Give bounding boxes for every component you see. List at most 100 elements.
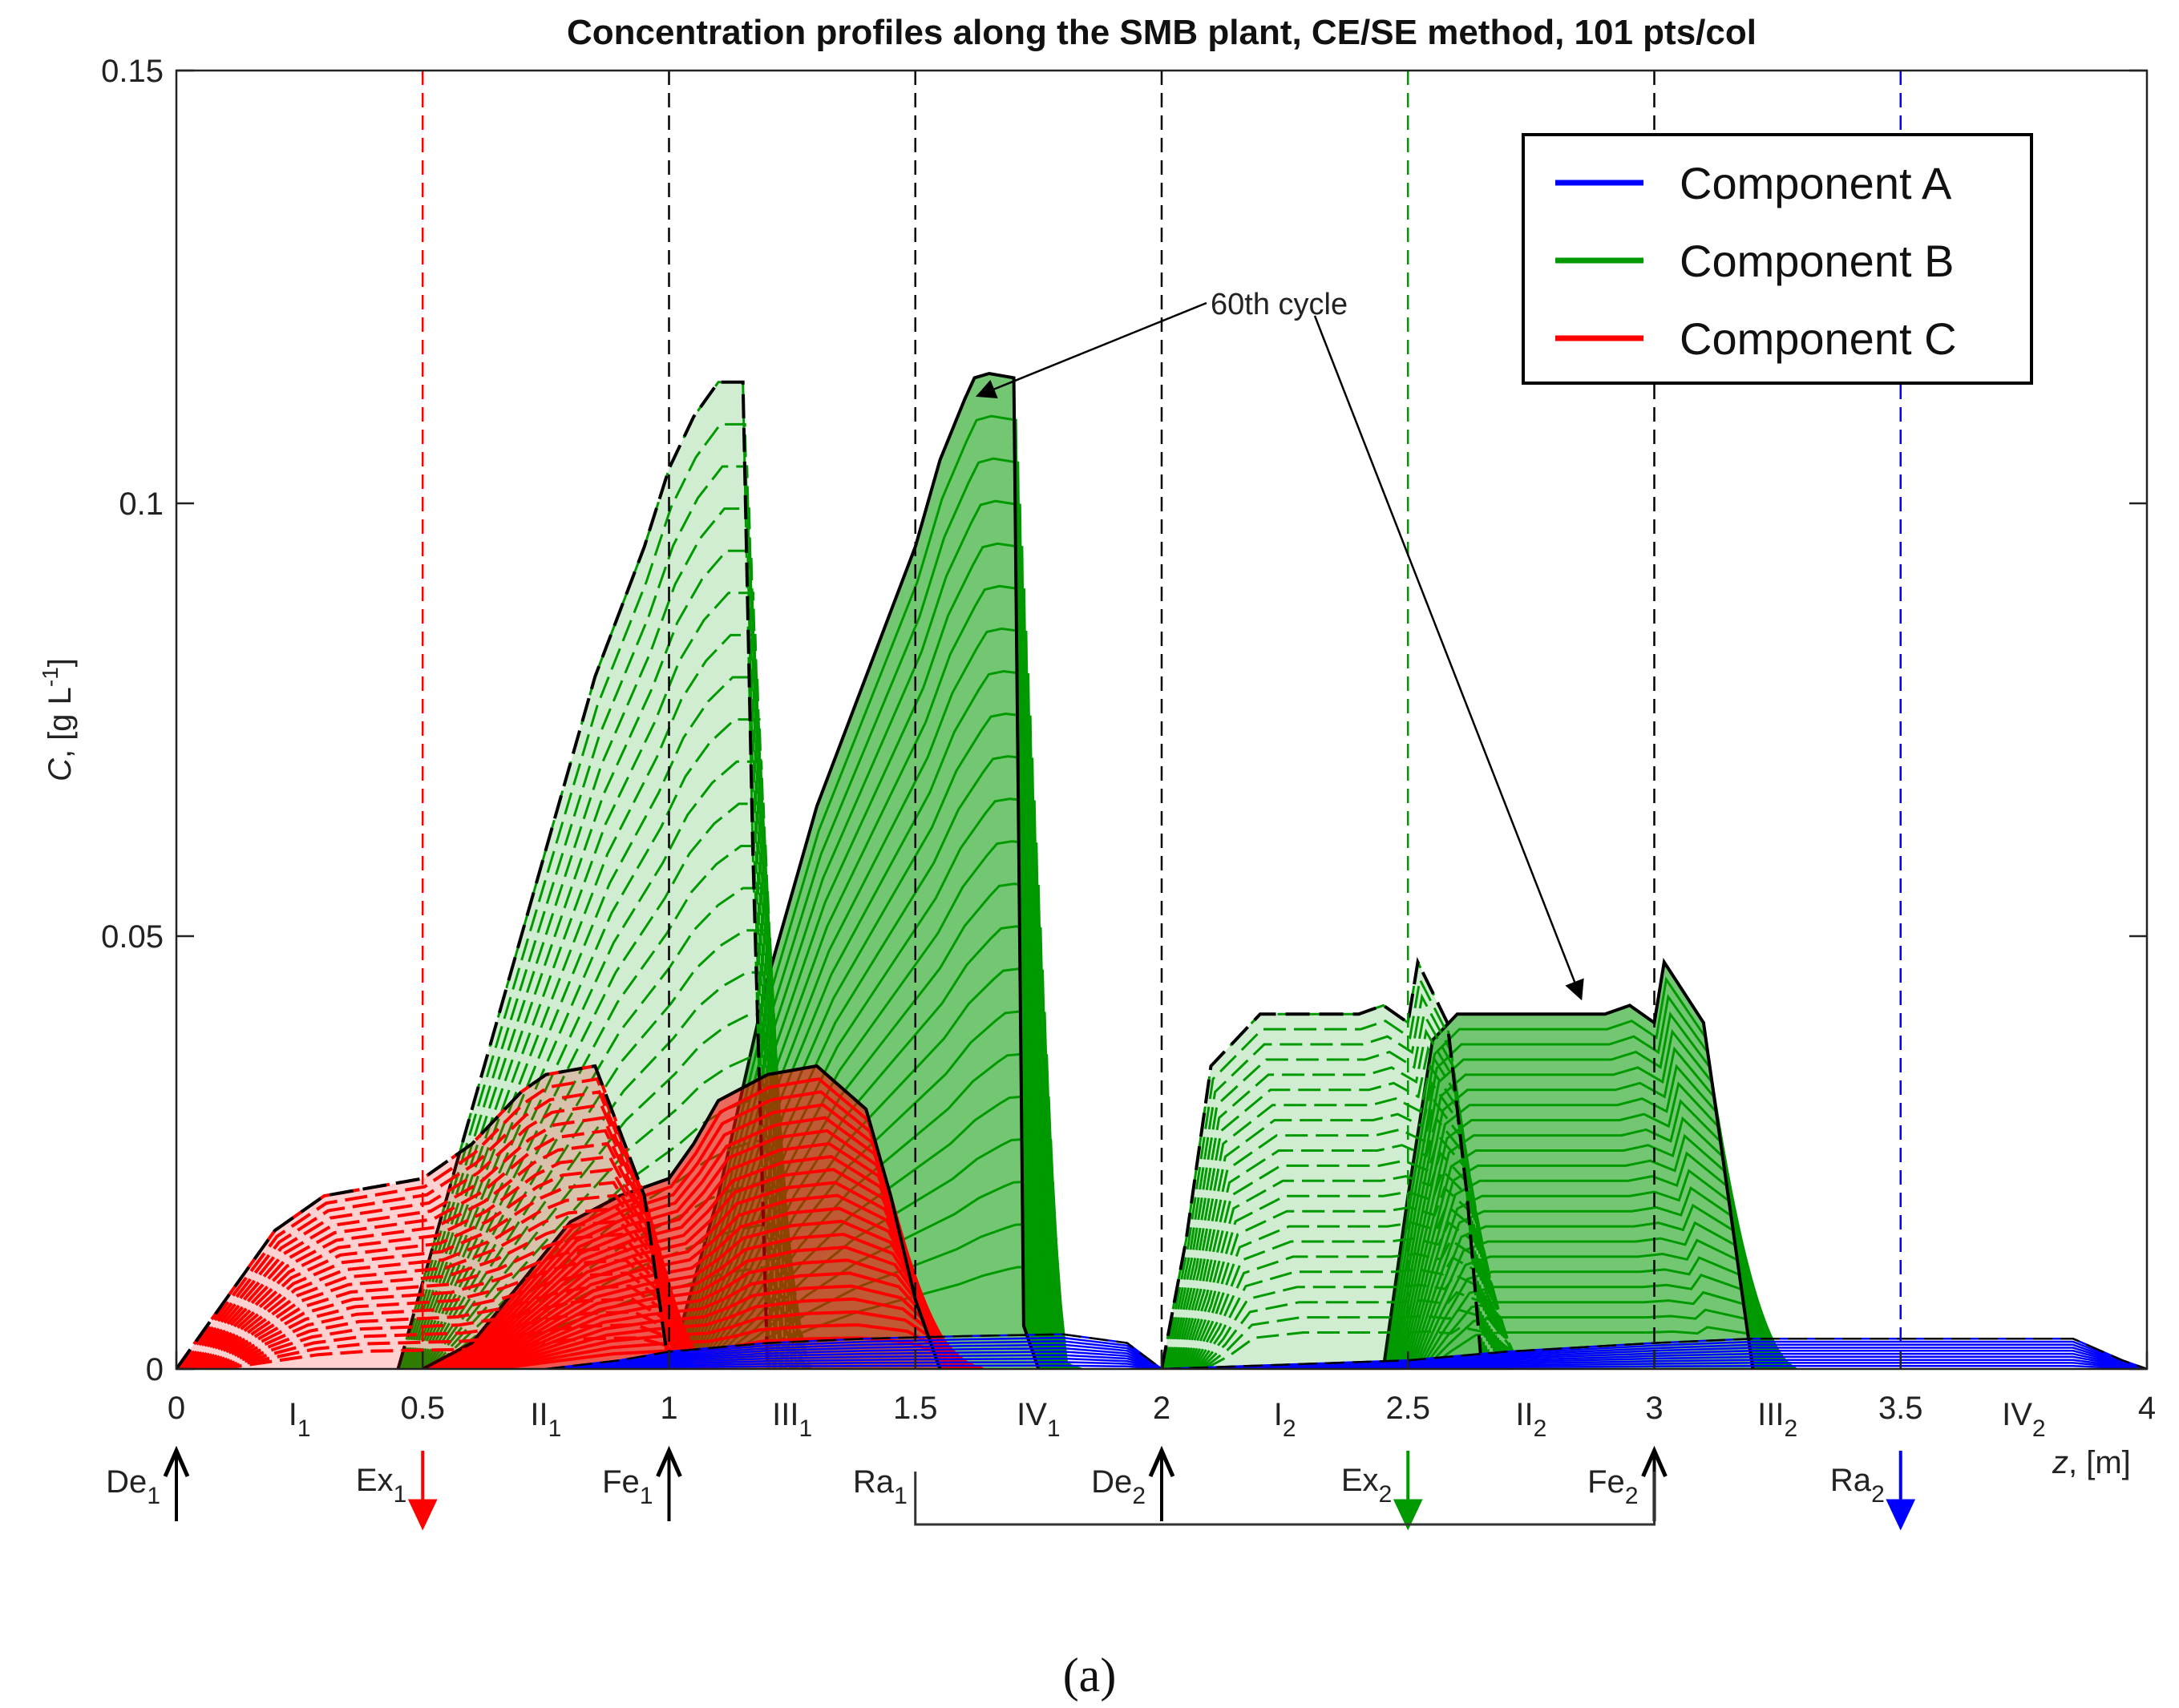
x-tick-label: 2.5: [1385, 1391, 1430, 1426]
history-curve: [210, 1284, 705, 1369]
legend-item-c: Component C: [1555, 313, 1957, 364]
zone-label: III1: [772, 1397, 812, 1442]
history-curve: [206, 1258, 701, 1369]
history-curve: [401, 465, 773, 1369]
history-curve: [204, 1246, 700, 1369]
x-tick-label: 4: [2138, 1391, 2156, 1426]
port-label: Ra2: [1830, 1463, 1885, 1508]
y-axis-label-unit: , [g L: [42, 687, 78, 758]
port-label: Ra1: [853, 1464, 908, 1509]
x-tick-label: 1: [660, 1391, 677, 1426]
legend-item-b: Component B: [1555, 236, 1954, 286]
port-label: Fe2: [1587, 1464, 1638, 1509]
history-outline: [176, 1064, 671, 1369]
history-curve: [176, 1076, 673, 1369]
zone-label: II2: [1515, 1397, 1546, 1442]
port-de1: De1: [106, 1445, 190, 1521]
history-curve: [179, 1090, 675, 1369]
y-axis-label-exponent: -1: [38, 667, 63, 687]
zone-label: II1: [530, 1397, 561, 1442]
zone-label: III2: [1757, 1397, 1797, 1442]
port-ex2: Ex2: [1341, 1451, 1423, 1531]
annotation-arrow: [1313, 315, 1584, 1001]
x-tick-label: 0.5: [400, 1391, 445, 1426]
panel-label: (a): [1063, 1649, 1117, 1702]
history-curve: [215, 1310, 709, 1369]
port-ra1: Ra1: [853, 1464, 908, 1509]
history-curve: [208, 1271, 704, 1369]
history-curve: [193, 1181, 689, 1369]
history-curve: [196, 1193, 692, 1369]
history-curve: [1195, 1256, 1518, 1369]
history-curve: [1166, 1011, 1490, 1369]
history-curve: [1181, 1133, 1504, 1369]
legend-item-a: Component A: [1555, 158, 1952, 208]
port-label: Ex2: [1341, 1463, 1392, 1508]
zone-labels: I1 II1 III1 IV1 I2 II2 III2 IV2: [289, 1397, 2046, 1442]
y-tick-label: 0.15: [101, 54, 164, 89]
port-markers: De1 Ex1 Fe1 Ra1 De2 Ex2 Fe2 Ra2: [106, 1445, 1916, 1531]
zone-label: IV1: [1017, 1397, 1060, 1442]
arrow-head: [163, 1445, 190, 1478]
history-curve: [405, 549, 778, 1369]
port-label: Fe1: [602, 1464, 653, 1509]
history-envelope-fill: [1162, 962, 1482, 1369]
arrow-head: [656, 1445, 682, 1478]
history-b-cycle2-left: [1160, 956, 1526, 1369]
history-curve: [181, 1103, 677, 1369]
arrow-head: [1641, 1445, 1668, 1478]
history-curve: [189, 1154, 685, 1369]
x-tick-label: 1.5: [893, 1391, 938, 1426]
y-axis-label-close: ]: [42, 658, 78, 667]
arrow-head: [407, 1499, 438, 1531]
series-component-a: [545, 1333, 2147, 1369]
history-curve: [202, 1232, 697, 1369]
y-axis-ticks: 0 0.05 0.1 0.15: [101, 54, 2147, 1387]
history-outline: [1381, 957, 1755, 1369]
port-label: De1: [106, 1464, 160, 1509]
x-axis-ticks: 0 0.5 1 1.5 2 2.5 3 3.5 4: [168, 1351, 2156, 1426]
history-curve: [402, 507, 775, 1369]
x-tick-label: 2: [1153, 1391, 1170, 1426]
x-tick-label: 0: [168, 1391, 185, 1426]
history-curve: [219, 1336, 714, 1369]
x-axis-label-unit: , [m]: [2068, 1445, 2131, 1480]
y-tick-label: 0.1: [119, 487, 164, 522]
y-axis-label: C, [g L-1]: [38, 658, 78, 781]
zone-label: I1: [289, 1397, 311, 1442]
history-curve: [397, 381, 769, 1369]
legend: Component A Component B Component C: [1522, 133, 2033, 385]
port-ra2: Ra2: [1830, 1451, 1916, 1531]
arrow-head: [1148, 1445, 1175, 1478]
cycle-annotation: 60th cycle: [976, 288, 1584, 1001]
legend-label-b: Component B: [1680, 236, 1954, 286]
history-curve: [212, 1297, 708, 1369]
port-fe1: Fe1: [602, 1445, 682, 1521]
x-axis-label-symbol: z: [2052, 1445, 2068, 1480]
history-curve: [183, 1116, 679, 1369]
x-tick-label: 3.5: [1878, 1391, 1923, 1426]
history-curve: [419, 845, 792, 1369]
plot-area: [176, 371, 2147, 1369]
history-curve: [216, 1322, 712, 1369]
arrow-head: [1886, 1499, 1916, 1531]
history-curve: [1191, 1221, 1514, 1369]
y-axis-label-symbol: C: [42, 757, 78, 781]
recycle-link: [914, 1472, 1655, 1526]
history-curve: [187, 1141, 683, 1369]
annotation-arrow: [976, 301, 1207, 399]
y-tick-label: 0: [146, 1352, 164, 1387]
profile-history: [176, 371, 1797, 1369]
history-curve: [200, 1219, 696, 1369]
port-label: Ex1: [356, 1463, 406, 1508]
chart-title: Concentration profiles along the SMB pla…: [567, 13, 1757, 52]
history-curve: [198, 1206, 693, 1369]
history-curve: [1174, 1080, 1498, 1369]
x-tick-label: 3: [1645, 1391, 1663, 1426]
series-outline: [545, 1333, 2147, 1369]
port-ex1: Ex1: [356, 1451, 438, 1531]
annotation-text: 60th cycle: [1211, 288, 1348, 321]
zone-label: IV2: [2002, 1397, 2045, 1442]
history-curve: [411, 676, 783, 1369]
